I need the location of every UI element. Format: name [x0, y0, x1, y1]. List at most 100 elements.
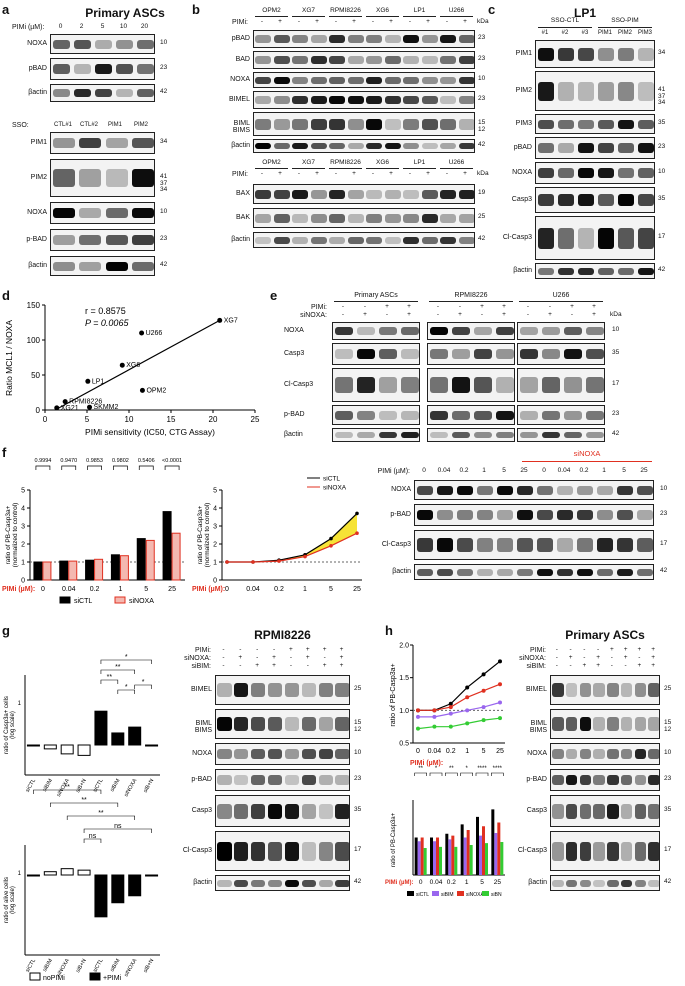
x-tick-label: 25 [251, 415, 260, 424]
blot-βactin [50, 256, 155, 276]
blot-band [267, 683, 283, 697]
sign: - [610, 662, 613, 669]
bar-sictl [59, 560, 69, 581]
blot-band [620, 749, 633, 759]
blot-band [516, 510, 534, 520]
blot-band [366, 236, 382, 244]
blot-label: βactin [193, 879, 212, 886]
blot-band [557, 47, 575, 61]
blot-band [440, 143, 456, 149]
blot-band [267, 749, 283, 759]
blot-label: p-BAD [390, 511, 411, 518]
blot-casp3 [517, 343, 605, 365]
sign: - [222, 662, 225, 669]
blot-band [329, 96, 345, 104]
blot-band [53, 235, 76, 245]
blot-band [557, 119, 575, 129]
sign: + [596, 662, 601, 669]
blot-noxa [414, 480, 654, 500]
series-point [481, 672, 486, 677]
x-tick-label: 0 [225, 586, 229, 593]
blot-label: Casp3 [284, 350, 305, 357]
cell-line-underline [403, 16, 436, 17]
sign: + [637, 646, 642, 653]
bar-alive [94, 874, 108, 918]
dose-label: 1 [482, 467, 486, 474]
point-label: XG7 [224, 317, 238, 324]
blot-band [347, 76, 364, 84]
sign: - [272, 646, 276, 653]
bar-sictl [414, 837, 418, 875]
blot-band [536, 538, 554, 552]
blot-band [577, 119, 595, 129]
blot-label: Cl-Casp3 [381, 541, 411, 548]
legend-label: siCTL [323, 476, 340, 483]
blot-band [519, 410, 539, 420]
blot-kda: 23 [478, 55, 486, 62]
blot-band [556, 485, 574, 495]
x-tick-label: siB+N [75, 958, 88, 974]
group-underline [519, 301, 603, 302]
blot-band [440, 213, 456, 223]
blot-band [519, 327, 539, 335]
blot-band [378, 327, 398, 335]
blot-band [579, 879, 592, 887]
y-axis-label-2: (normalized to control) [204, 503, 211, 568]
blot-band [593, 717, 605, 731]
legend-swatch [482, 891, 489, 896]
pimi-sign: - [371, 170, 375, 177]
blot-band [456, 568, 474, 576]
blot-band [366, 76, 382, 84]
blot-label: βactin [513, 267, 532, 274]
blot-band [234, 803, 249, 819]
blot-casp3 [332, 343, 420, 365]
sig-bracket [83, 828, 152, 833]
blot-band [273, 56, 290, 64]
bar-sictl [430, 837, 433, 875]
blot-kda: 23 [160, 235, 168, 242]
blot-band [596, 538, 614, 552]
blot-band [617, 267, 635, 275]
blot-band [579, 683, 592, 697]
blot-kda: 41 37 34 [658, 86, 666, 106]
y-axis-label-2: (normalized to control) [12, 503, 19, 568]
y-axis-label: ratio of PB-Casp3a+ [197, 505, 204, 564]
sig-label: **** [477, 766, 487, 772]
cell-line-label: RPMI8226 [330, 7, 361, 14]
blot-band [440, 56, 456, 64]
sig-bracket [87, 465, 102, 470]
pimi-sign: - [334, 170, 338, 177]
series-point [225, 560, 229, 564]
blot-band [255, 236, 271, 244]
bar-alive [145, 874, 159, 877]
blot-band [552, 841, 564, 861]
blot-band [400, 432, 419, 438]
pimi-sign: + [278, 18, 282, 25]
blot-band [334, 349, 354, 359]
x-tick-label: 1 [303, 586, 307, 593]
blot-band [335, 717, 349, 731]
sign: - [222, 654, 225, 661]
sign: + [651, 662, 656, 669]
blot-βactin [253, 139, 475, 153]
blot-kda: 10 [664, 749, 672, 756]
bar-sictl [162, 511, 172, 581]
x-tick-label: 0 [41, 586, 45, 593]
blot-band [440, 35, 456, 43]
x-tick-label: 25 [353, 586, 361, 593]
bar-alive [26, 874, 40, 877]
cell-line-label: XG6 [375, 7, 389, 14]
dose-label: 0 [58, 23, 63, 30]
panel-g-blots: RPMI8226 PIMi: siNOXA: siBIM: - - - - + + + + - + - + - +… [170, 625, 385, 945]
pimi-sign: - [363, 303, 367, 310]
lane-label: PIM1 [597, 30, 612, 36]
sign: + [651, 654, 656, 661]
blot-biml [550, 709, 660, 739]
blot-pim3 [535, 114, 655, 134]
sign: + [339, 654, 344, 661]
blot-kda: 23 [660, 510, 668, 517]
pimi-sign: - [371, 18, 375, 25]
bar-sibim [433, 841, 436, 875]
series-point [432, 724, 437, 729]
blot-band [421, 96, 438, 104]
